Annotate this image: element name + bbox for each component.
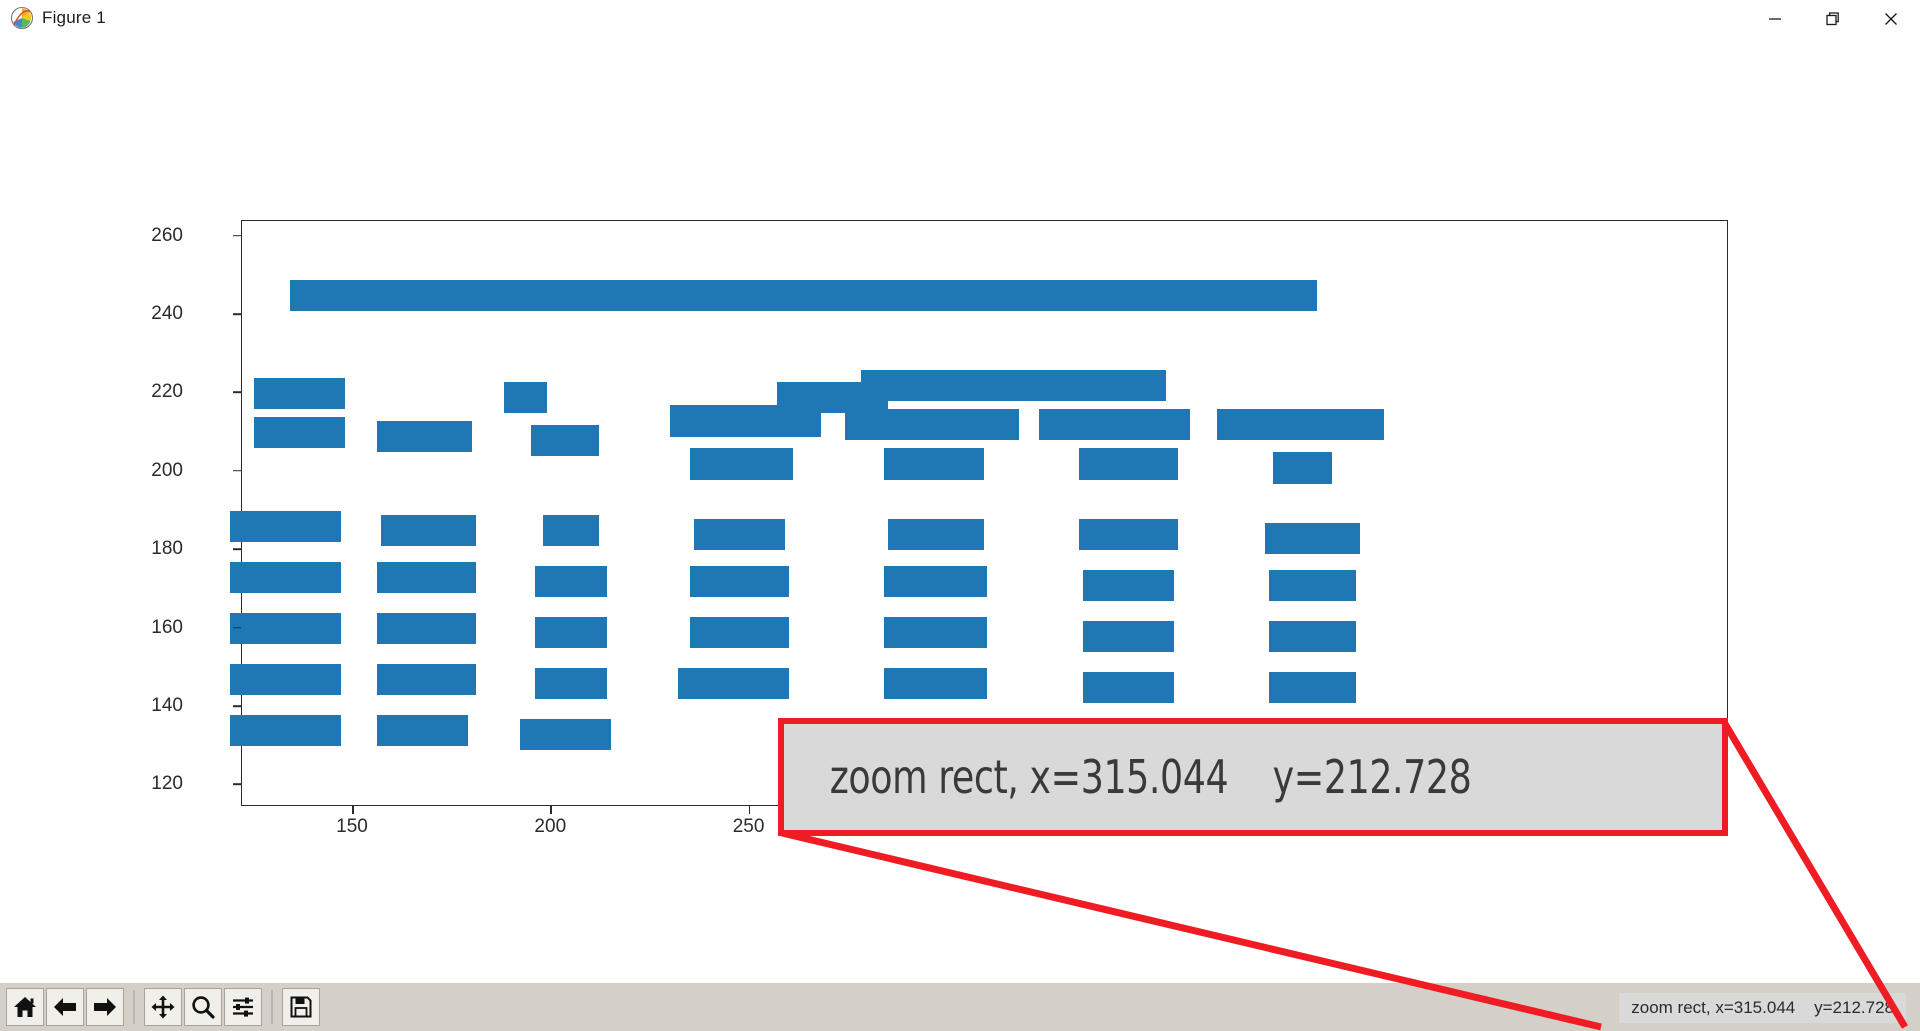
bar xyxy=(230,612,342,645)
window-title: Figure 1 xyxy=(42,8,106,27)
bar xyxy=(884,616,988,649)
bar xyxy=(535,565,607,598)
bar xyxy=(884,667,988,700)
y-tick-label: 200 xyxy=(151,459,183,481)
x-tick-label: 250 xyxy=(732,816,765,837)
bar xyxy=(1269,671,1357,704)
y-tick-label: 140 xyxy=(151,695,183,717)
bar xyxy=(230,714,342,747)
status-message: zoom rect, x=315.044 y=212.728 xyxy=(1619,993,1906,1023)
bar xyxy=(289,279,1317,312)
y-tick-mark xyxy=(233,234,241,237)
bar xyxy=(1269,569,1357,602)
bar xyxy=(376,612,476,645)
bar xyxy=(1078,518,1178,551)
bar xyxy=(376,420,472,453)
status-magnifier-callout: zoom rect, x=315.044 y=212.728 xyxy=(778,718,1728,836)
callout-text: zoom rect, x=315.044 y=212.728 xyxy=(829,750,1472,804)
y-tick-mark xyxy=(233,626,241,629)
bar xyxy=(230,511,342,543)
bar xyxy=(376,663,476,696)
bar xyxy=(519,718,611,751)
bar xyxy=(1082,620,1174,653)
bar xyxy=(535,616,607,649)
zoom-button[interactable] xyxy=(184,988,222,1026)
x-tick-label: 150 xyxy=(336,816,368,837)
configure-subplots-button[interactable] xyxy=(224,988,262,1026)
window-controls xyxy=(1746,0,1920,38)
matplotlib-icon xyxy=(10,6,34,30)
back-button[interactable] xyxy=(46,988,84,1026)
home-button[interactable] xyxy=(6,988,44,1026)
toolbar-separator xyxy=(133,990,135,1024)
y-tick-mark xyxy=(233,391,241,394)
x-tick-mark xyxy=(352,806,354,814)
bar xyxy=(860,369,1166,402)
x-tick-label: 200 xyxy=(534,816,567,837)
bar xyxy=(531,424,599,457)
bar xyxy=(1078,448,1178,480)
y-tick-mark xyxy=(233,313,241,315)
bar xyxy=(253,416,346,449)
bar xyxy=(678,667,790,700)
bar xyxy=(1082,671,1174,704)
bar xyxy=(1265,522,1361,555)
bar xyxy=(690,448,794,480)
bar xyxy=(1272,452,1333,484)
restore-button[interactable] xyxy=(1804,0,1862,38)
bar xyxy=(253,377,346,410)
y-tick-mark xyxy=(233,783,241,786)
y-tick-label: 240 xyxy=(151,303,183,325)
y-tick-mark xyxy=(233,705,241,707)
forward-button[interactable] xyxy=(86,988,124,1026)
bar xyxy=(503,381,548,414)
bar xyxy=(694,518,786,551)
bar xyxy=(670,405,821,437)
y-tick-label: 120 xyxy=(151,773,183,795)
bar xyxy=(884,448,984,480)
bar xyxy=(1269,620,1357,653)
bar xyxy=(690,565,790,598)
y-tick-label: 160 xyxy=(151,616,183,638)
bar xyxy=(543,514,599,547)
bar xyxy=(1217,409,1384,441)
bar xyxy=(376,714,468,747)
bar xyxy=(884,565,988,598)
figure-canvas[interactable]: 1201401601802002202402601502002503003504… xyxy=(0,38,1920,983)
y-tick-label: 260 xyxy=(151,224,183,246)
minimize-button[interactable] xyxy=(1746,0,1804,38)
bar xyxy=(230,663,342,696)
pan-button[interactable] xyxy=(144,988,182,1026)
y-tick-mark xyxy=(233,470,241,472)
bar xyxy=(1039,409,1190,441)
bar xyxy=(376,562,476,594)
y-tick-mark xyxy=(233,548,241,551)
axes-barh[interactable] xyxy=(230,220,1728,806)
bar xyxy=(844,409,1020,441)
x-tick-mark xyxy=(748,806,751,814)
y-tick-label: 220 xyxy=(151,381,183,403)
bar xyxy=(535,667,607,700)
bar xyxy=(690,616,790,649)
bar xyxy=(380,514,476,547)
bar xyxy=(888,518,984,551)
x-tick-mark xyxy=(550,806,552,814)
y-tick-label: 180 xyxy=(151,538,183,560)
bar xyxy=(230,562,342,594)
bar xyxy=(1082,569,1174,602)
save-button[interactable] xyxy=(282,988,320,1026)
window-titlebar: Figure 1 xyxy=(0,0,1920,39)
toolbar-separator xyxy=(271,990,273,1024)
close-button[interactable] xyxy=(1862,0,1920,38)
